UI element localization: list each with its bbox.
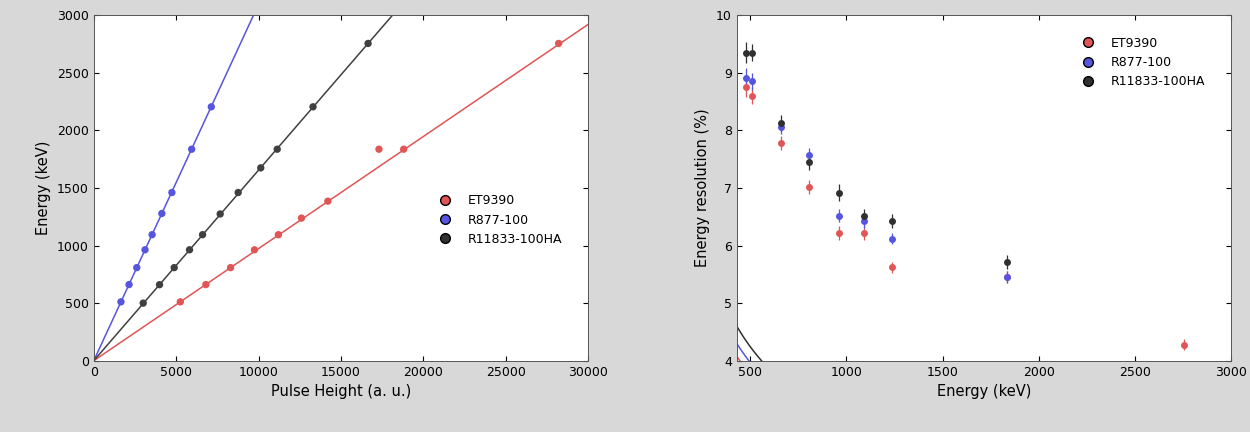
- Legend: ET9390, R877-100, R11833-100HA: ET9390, R877-100, R11833-100HA: [428, 189, 568, 251]
- Point: [181, 146, 201, 152]
- Point: [210, 210, 230, 217]
- Point: [192, 231, 213, 238]
- Point: [251, 165, 271, 172]
- Point: [111, 299, 131, 305]
- Y-axis label: Energy (keV): Energy (keV): [36, 141, 51, 235]
- Point: [269, 231, 289, 238]
- Point: [357, 40, 377, 47]
- Point: [245, 246, 265, 253]
- Point: [394, 146, 414, 152]
- X-axis label: Energy (keV): Energy (keV): [936, 384, 1031, 399]
- Y-axis label: Energy resolution (%): Energy resolution (%): [695, 108, 710, 267]
- Point: [291, 215, 311, 222]
- Point: [302, 103, 322, 110]
- Point: [119, 281, 139, 288]
- Point: [268, 146, 288, 152]
- Point: [150, 281, 170, 288]
- Point: [201, 103, 221, 110]
- Point: [164, 264, 184, 271]
- Point: [134, 300, 154, 307]
- Point: [229, 189, 249, 196]
- Point: [126, 264, 146, 271]
- Point: [170, 299, 190, 305]
- Point: [318, 198, 338, 205]
- Point: [549, 40, 569, 47]
- Point: [369, 146, 389, 152]
- Point: [151, 210, 171, 217]
- Legend: ET9390, R877-100, R11833-100HA: ET9390, R877-100, R11833-100HA: [1071, 32, 1210, 93]
- Point: [142, 231, 162, 238]
- Point: [135, 246, 155, 253]
- X-axis label: Pulse Height (a. u.): Pulse Height (a. u.): [271, 384, 411, 399]
- Point: [162, 189, 182, 196]
- Point: [220, 264, 240, 271]
- Point: [180, 246, 200, 253]
- Point: [196, 281, 216, 288]
